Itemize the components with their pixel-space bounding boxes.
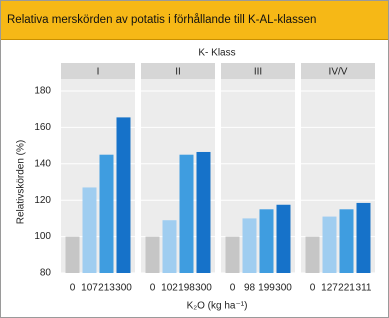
bar (99, 154, 114, 273)
x-tick-label: 0 (230, 283, 236, 294)
x-tick-label: 102 (161, 283, 178, 294)
x-tick-label: 213 (98, 283, 115, 294)
bar (225, 236, 240, 273)
bar (356, 202, 371, 273)
x-tick-label: 221 (338, 283, 355, 294)
panel-label: II (175, 67, 181, 78)
bar (162, 220, 177, 273)
y-tick-label: 80 (40, 268, 52, 279)
bar (65, 236, 80, 273)
x-tick-label: 300 (195, 283, 212, 294)
bar (116, 117, 131, 273)
header-title: Relativa merskörden av potatis i förhåll… (1, 1, 388, 40)
bar (259, 209, 274, 273)
bar (305, 236, 320, 273)
bar (322, 216, 337, 273)
x-tick-label: 199 (258, 283, 275, 294)
bar (82, 187, 97, 273)
y-tick-label: 160 (34, 122, 51, 133)
x-axis-label: K₂O (kg ha⁻¹) (187, 301, 248, 312)
bar (276, 204, 291, 273)
panel-label: III (254, 67, 262, 78)
x-tick-label: 0 (150, 283, 156, 294)
x-tick-label: 300 (275, 283, 292, 294)
x-tick-label: 127 (321, 283, 338, 294)
y-tick-label: 180 (34, 86, 51, 97)
x-tick-label: 0 (310, 283, 316, 294)
x-tick-label: 98 (244, 283, 256, 294)
bar (179, 154, 194, 273)
panel-label: IV/V (329, 67, 348, 78)
x-tick-label: 198 (178, 283, 195, 294)
panel-header (221, 63, 295, 79)
panel-header (61, 63, 135, 79)
panel-header (141, 63, 215, 79)
bar (196, 151, 211, 273)
x-tick-label: 300 (115, 283, 132, 294)
panel-label: I (97, 67, 100, 78)
bar (242, 218, 257, 273)
y-tick-label: 140 (34, 158, 51, 169)
chart-title: K- Klass (198, 48, 235, 59)
panel-header (301, 63, 375, 79)
y-tick-label: 120 (34, 195, 51, 206)
x-tick-label: 311 (356, 283, 372, 294)
bar (145, 236, 160, 273)
x-tick-label: 107 (81, 283, 98, 294)
x-tick-label: 0 (70, 283, 76, 294)
bar (339, 209, 354, 273)
y-tick-label: 100 (34, 231, 51, 242)
y-axis-label: Relativskörden (%) (16, 140, 27, 224)
